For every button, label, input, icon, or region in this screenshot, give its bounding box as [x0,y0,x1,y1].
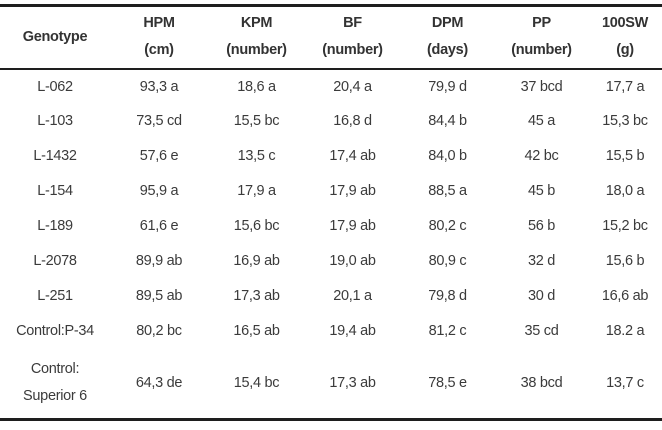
column-unit: (g) [616,42,634,59]
column-label: BF [343,15,362,32]
column-label: DPM [431,15,464,32]
table-header: Genotype HPM (cm) KPM (number) BF (numbe… [0,6,662,69]
cell-kpm: 15,4 bc [233,375,280,392]
cell-kpm: 17,9 a [237,183,276,199]
cell-bf: 19,4 ab [329,323,376,339]
column-header-kpm: KPM (number) [208,6,305,69]
cell-genotype: L-251 [37,288,73,304]
cell-100sw: 15,3 bc [602,113,648,129]
cell-dpm: 79,8 d [428,288,467,304]
table-row-l-1432: L-1432 57,6 e 13,5 c 17,4 ab 84,0 b 42 b… [0,139,662,174]
cell-dpm: 78,5 e [428,375,467,392]
cell-100sw: 15,5 b [605,148,645,164]
column-label: PP [532,15,551,32]
cell-dpm: 79,9 d [428,78,467,95]
table-row-control-p-34: Control:P-34 80,2 bc 16,5 ab 19,4 ab 81,… [0,314,662,349]
cell-pp: 37 bcd [520,78,563,95]
cell-hpm: 93,3 a [139,78,179,95]
cell-hpm: 80,2 bc [136,323,182,339]
cell-bf: 20,1 a [333,288,372,304]
column-header-bf: BF (number) [305,6,400,69]
cell-bf: 19,0 ab [329,253,376,269]
cell-bf: 17,9 ab [329,218,376,234]
cell-bf: 17,3 ab [329,375,376,392]
cell-kpm: 15,5 bc [233,113,280,129]
cell-kpm: 15,6 bc [233,218,280,234]
column-unit: (number) [511,42,572,59]
cell-pp: 42 bc [524,148,559,164]
cell-100sw: 13,7 c [606,375,644,392]
column-header-genotype: Genotype [0,6,110,69]
cell-100sw: 18,0 a [605,183,645,199]
table-row-control-superior-6: Control: Superior 6 64,3 de 15,4 bc 17,3… [0,349,662,420]
column-label: KPM [240,15,273,32]
cell-hpm: 64,3 de [135,375,183,392]
cell-dpm: 88,5 a [428,183,467,199]
cell-hpm: 57,6 e [139,148,179,164]
cell-pp: 30 d [527,288,556,304]
cell-bf: 17,9 ab [329,183,376,199]
cell-pp: 45 b [527,183,556,199]
cell-pp: 56 b [527,218,556,234]
cell-kpm: 17,3 ab [233,288,280,304]
column-header-100sw: 100SW (g) [588,6,662,69]
genotype-line-1: Control: [30,361,80,378]
cell-kpm: 18,6 a [237,78,276,95]
cell-pp: 38 bcd [520,375,563,392]
column-header-pp: PP (number) [495,6,588,69]
cell-bf: 17,4 ab [329,148,376,164]
table-row-l-103: L-103 73,5 cd 15,5 bc 16,8 d 84,4 b 45 a… [0,104,662,139]
cell-genotype: Control:P-34 [16,323,94,339]
cell-dpm: 84,0 b [428,148,467,164]
cell-genotype: L-189 [37,218,73,234]
genotype-line-2: Superior 6 [23,388,87,405]
cell-dpm: 80,2 c [428,218,467,234]
cell-100sw: 15,2 bc [602,218,648,234]
cell-hpm: 89,5 ab [135,288,183,304]
cell-hpm: 95,9 a [139,183,179,199]
cell-kpm: 16,5 ab [233,323,280,339]
table-body: L-062 93,3 a 18,6 a 20,4 a 79,9 d 37 bcd… [0,69,662,420]
cell-genotype: L-1432 [33,148,77,164]
cell-hpm: 73,5 cd [136,113,182,129]
table-row-l-189: L-189 61,6 e 15,6 bc 17,9 ab 80,2 c 56 b… [0,209,662,244]
cell-100sw: 15,6 b [605,253,645,269]
cell-pp: 32 d [527,253,556,269]
cell-genotype: Control: Superior 6 [0,349,110,420]
column-unit: (number) [226,42,287,59]
cell-bf: 16,8 d [333,113,372,129]
header-row: Genotype HPM (cm) KPM (number) BF (numbe… [0,6,662,69]
column-label: HPM [143,15,175,32]
column-unit: (days) [427,42,468,59]
cell-pp: 45 a [527,113,556,129]
table-row-l-251: L-251 89,5 ab 17,3 ab 20,1 a 79,8 d 30 d… [0,279,662,314]
column-label: Genotype [22,28,88,45]
table-row-l-154: L-154 95,9 a 17,9 a 17,9 ab 88,5 a 45 b … [0,174,662,209]
cell-kpm: 16,9 ab [233,253,280,269]
cell-genotype: L-154 [37,183,73,199]
column-header-dpm: DPM (days) [400,6,495,69]
cell-kpm: 13,5 c [237,148,276,164]
table-row-l-2078: L-2078 89,9 ab 16,9 ab 19,0 ab 80,9 c 32… [0,244,662,279]
cell-100sw: 18.2 a [605,323,645,339]
column-unit: (number) [322,42,383,59]
cell-100sw: 17,7 a [605,78,645,95]
column-label: 100SW [601,15,649,32]
cell-genotype: L-062 [37,78,73,95]
cell-pp: 35 cd [524,323,559,339]
cell-hpm: 89,9 ab [135,253,183,269]
table-row-l-062: L-062 93,3 a 18,6 a 20,4 a 79,9 d 37 bcd… [0,69,662,104]
genotype-traits-table: Genotype HPM (cm) KPM (number) BF (numbe… [0,4,662,421]
cell-genotype: L-2078 [33,253,77,269]
cell-100sw: 16,6 ab [601,288,649,304]
cell-genotype: L-103 [37,113,73,129]
cell-dpm: 84,4 b [428,113,467,129]
cell-hpm: 61,6 e [139,218,179,234]
genotype-traits-table-container: Genotype HPM (cm) KPM (number) BF (numbe… [0,4,662,421]
column-unit: (cm) [144,42,174,59]
column-header-hpm: HPM (cm) [110,6,208,69]
cell-bf: 20,4 a [333,78,372,95]
cell-dpm: 80,9 c [428,253,467,269]
cell-dpm: 81,2 c [428,323,467,339]
